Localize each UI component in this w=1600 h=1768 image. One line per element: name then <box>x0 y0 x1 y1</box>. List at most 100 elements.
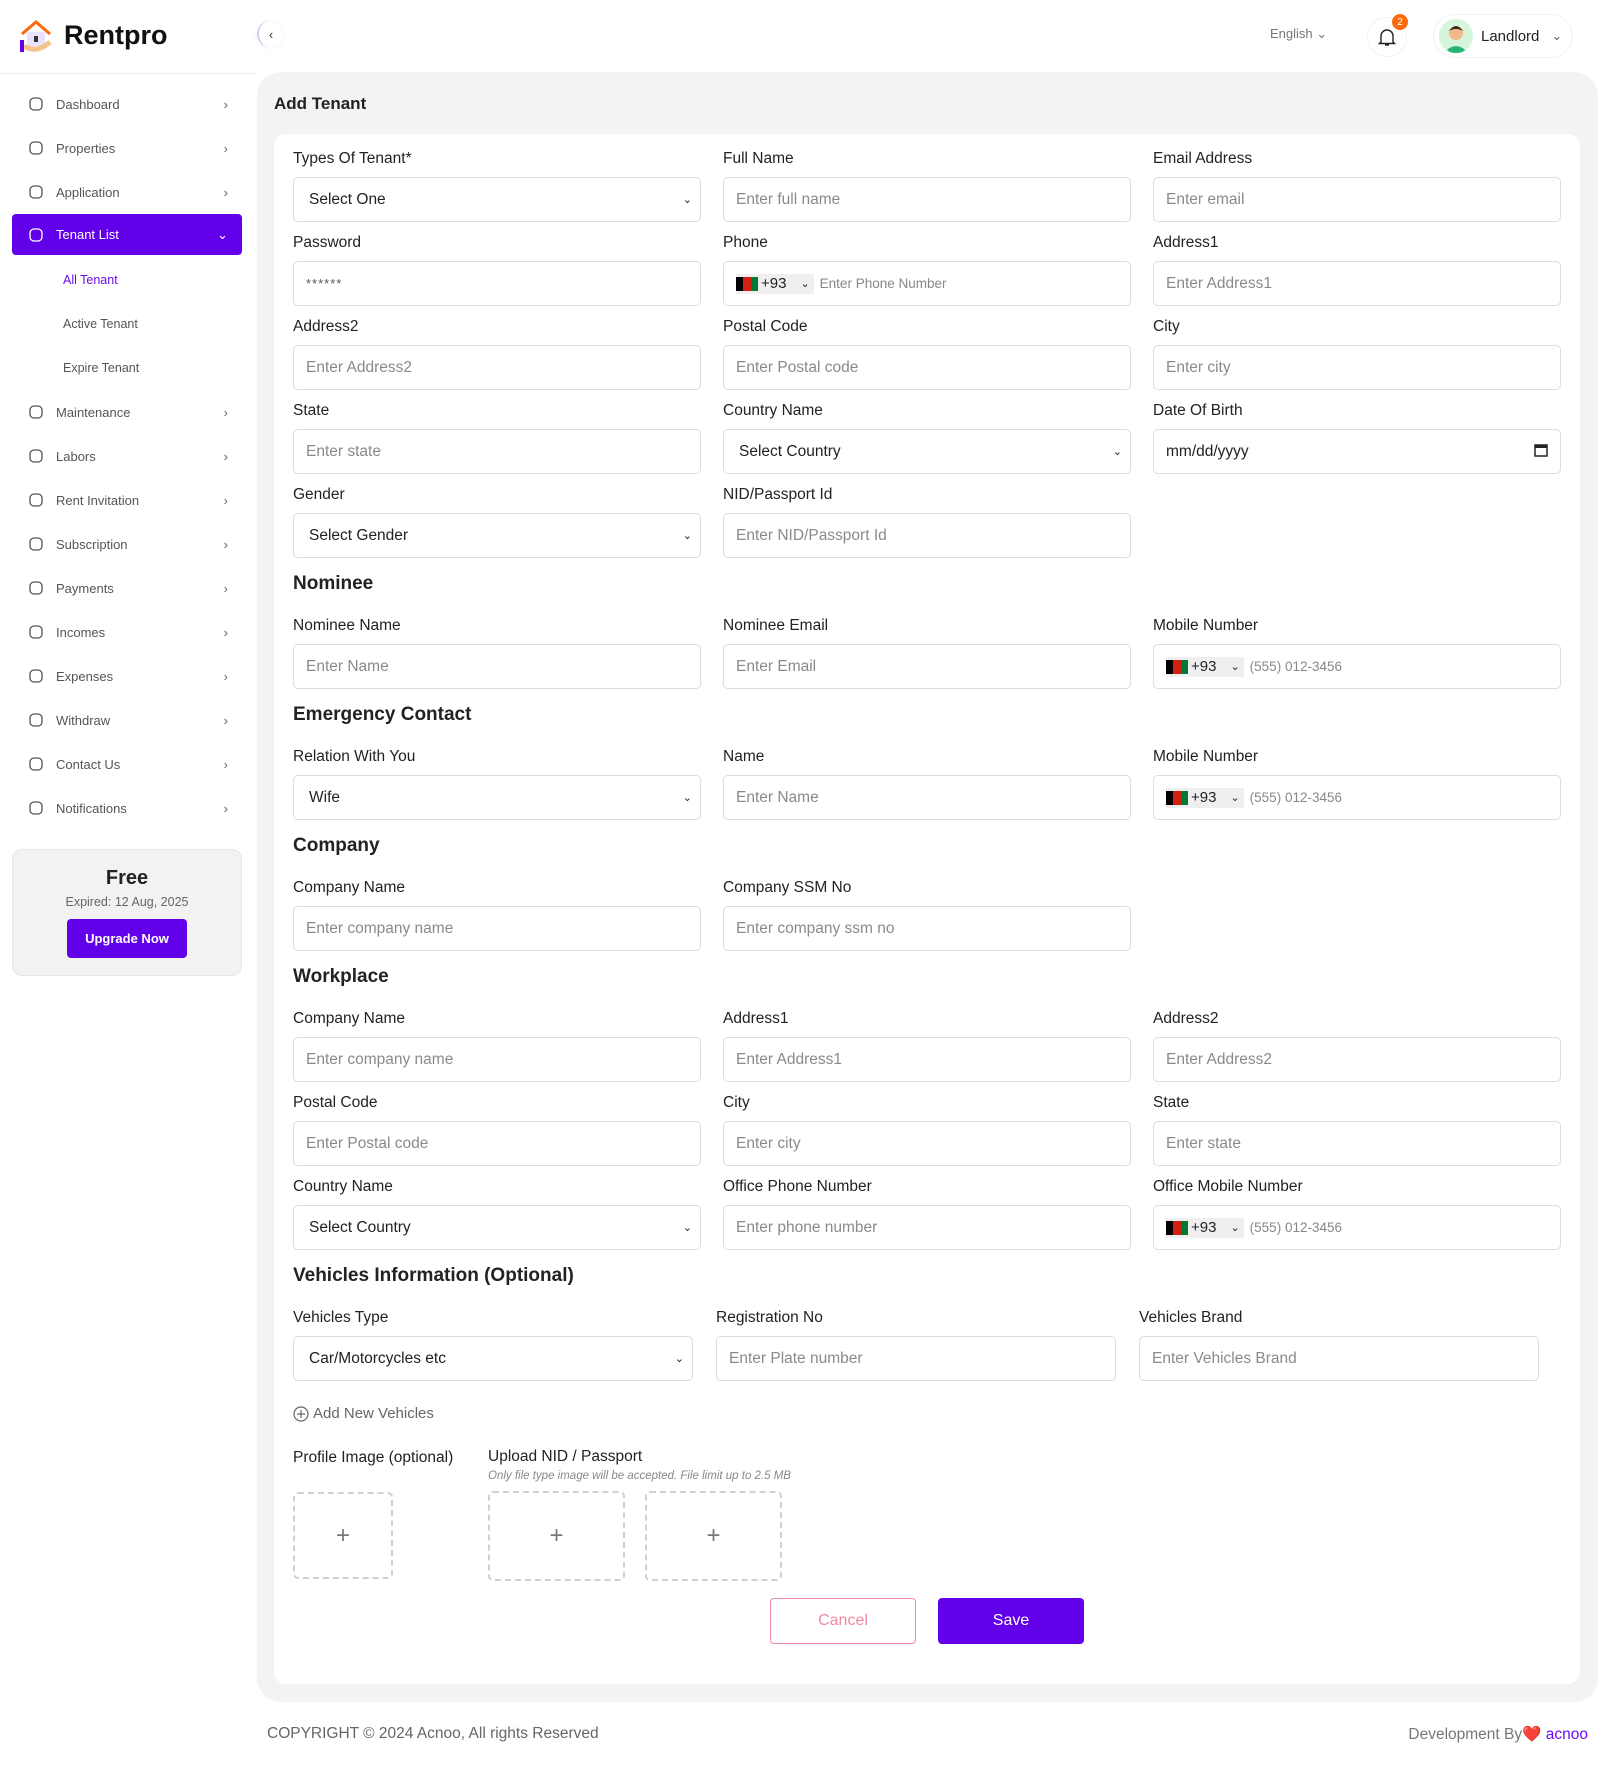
language-label: English <box>1270 26 1313 41</box>
sidebar-item-dashboard[interactable]: Dashboard › <box>12 82 242 126</box>
chevron-right-icon: › <box>223 580 228 596</box>
gender-select[interactable]: Select Gender ⌄ <box>293 513 701 558</box>
selected-value: Select One <box>309 190 386 208</box>
acnoo-link[interactable]: acnoo <box>1545 1726 1588 1743</box>
nominee-name-input[interactable]: Enter Name <box>293 644 701 689</box>
date-value: mm/dd/yyyy <box>1166 442 1249 460</box>
mobile-number-input[interactable]: +93 ⌄ (555) 012-3456 <box>1153 775 1561 820</box>
nominee-name-label: Nominee Name <box>293 617 401 634</box>
add-new-vehicles-label: Add New Vehicles <box>313 1405 434 1422</box>
country-code-select[interactable]: +93 ⌄ <box>736 273 814 294</box>
sidebar-item-labors[interactable]: Labors › <box>12 434 242 478</box>
add-new-vehicles-button[interactable]: Add New Vehicles <box>293 1403 1562 1425</box>
date-of-birth-label: Date Of Birth <box>1153 402 1243 419</box>
nid-back-upload[interactable]: + <box>645 1491 782 1581</box>
sidebar-item-rent-invitation[interactable]: Rent Invitation › <box>12 478 242 522</box>
sidebar-item-label: Expenses <box>56 668 114 684</box>
user-menu[interactable]: Landlord ⌄ <box>1433 14 1573 58</box>
company-ssm-no-input[interactable]: Enter company ssm no <box>723 906 1131 951</box>
state-input[interactable]: Enter state <box>293 429 701 474</box>
relation-with-you-select[interactable]: Wife ⌄ <box>293 775 701 820</box>
sidebar-item-subscription[interactable]: Subscription › <box>12 522 242 566</box>
logo[interactable]: Rentpro <box>18 18 168 52</box>
office-mobile-number-input[interactable]: +93 ⌄ (555) 012-3456 <box>1153 1205 1561 1250</box>
office-mobile-number-label: Office Mobile Number <box>1153 1178 1303 1195</box>
sidebar-item-properties[interactable]: Properties › <box>12 126 242 170</box>
country-name-select[interactable]: Select Country ⌄ <box>723 429 1131 474</box>
office-phone-number-input[interactable]: Enter phone number <box>723 1205 1131 1250</box>
sidebar-item-notifications[interactable]: Notifications › <box>12 786 242 830</box>
mobile-number-input[interactable]: +93 ⌄ (555) 012-3456 <box>1153 644 1561 689</box>
upgrade-now-button[interactable]: Upgrade Now <box>67 919 187 958</box>
email-address-label: Email Address <box>1153 150 1253 167</box>
sidebar-item-application[interactable]: Application › <box>12 170 242 214</box>
postal-code-input[interactable]: Enter Postal code <box>293 1121 701 1166</box>
plus-circle-icon <box>293 1406 309 1422</box>
form-grid: Vehicles Type Car/Motorcycles etc ⌄ Registr… <box>293 1307 1562 1381</box>
save-button[interactable]: Save <box>938 1598 1084 1644</box>
vehicles-type-select[interactable]: Car/Motorcycles etc ⌄ <box>293 1336 693 1381</box>
date-of-birth-input[interactable]: mm/dd/yyyy <box>1153 429 1561 474</box>
language-selector[interactable]: English ⌄ <box>1270 26 1327 42</box>
section-heading-nominee: Nominee <box>293 573 374 594</box>
nid-passport-id-input[interactable]: Enter NID/Passport Id <box>723 513 1131 558</box>
cancel-button[interactable]: Cancel <box>770 1598 916 1644</box>
city-input[interactable]: Enter city <box>723 1121 1131 1166</box>
phone-input[interactable]: +93 ⌄ Enter Phone Number <box>723 261 1131 306</box>
state-input[interactable]: Enter state <box>1153 1121 1561 1166</box>
sidebar-item-expenses[interactable]: Expenses › <box>12 654 242 698</box>
section-heading-workplace: Workplace <box>293 966 389 987</box>
address2-input[interactable]: Enter Address2 <box>1153 1037 1561 1082</box>
form-grid: Company Name Enter company name Company SS… <box>293 877 1562 951</box>
selected-value: Wife <box>309 788 340 806</box>
country-code-select[interactable]: +93 ⌄ <box>1166 787 1244 808</box>
sidebar-item-label: Properties <box>56 140 116 156</box>
notification-badge: 2 <box>1392 14 1408 30</box>
state-label: State <box>1153 1094 1190 1111</box>
nominee-email-input[interactable]: Enter Email <box>723 644 1131 689</box>
registration-no-input[interactable]: Enter Plate number <box>716 1336 1116 1381</box>
full-name-input[interactable]: Enter full name <box>723 177 1131 222</box>
postal-code-input[interactable]: Enter Postal code <box>723 345 1131 390</box>
sidebar-item-maintenance[interactable]: Maintenance › <box>12 390 242 434</box>
country-code-select[interactable]: +93 ⌄ <box>1166 656 1244 677</box>
notifications-button[interactable] <box>1367 17 1407 57</box>
home-icon <box>28 96 44 112</box>
field-nominee-name: Nominee Name Enter Name <box>293 615 701 689</box>
vehicles-brand-input[interactable]: Enter Vehicles Brand <box>1139 1336 1539 1381</box>
password-label: Password <box>293 234 362 251</box>
profile-image-upload[interactable]: + <box>293 1492 393 1579</box>
email-address-input[interactable]: Enter email <box>1153 177 1561 222</box>
phone-placeholder: (555) 012-3456 <box>1249 790 1342 805</box>
name-input[interactable]: Enter Name <box>723 775 1131 820</box>
developer-credit: Development By❤️ acnoo <box>1408 1725 1588 1744</box>
country-name-select[interactable]: Select Country ⌄ <box>293 1205 701 1250</box>
moneybag-icon <box>28 624 44 640</box>
company-name-input[interactable]: Enter company name <box>293 1037 701 1082</box>
company-name-input[interactable]: Enter company name <box>293 906 701 951</box>
sidebar-item-contact-us[interactable]: Contact Us › <box>12 742 242 786</box>
sidebar-subitem-expire-tenant[interactable]: Expire Tenant <box>63 361 140 375</box>
sidebar-item-withdraw[interactable]: Withdraw › <box>12 698 242 742</box>
field-vehicles-type: Vehicles Type Car/Motorcycles etc ⌄ <box>293 1307 693 1381</box>
address1-input[interactable]: Enter Address1 <box>723 1037 1131 1082</box>
sidebar-subitem-all-tenant[interactable]: All Tenant <box>63 273 118 287</box>
sidebar-item-tenant-list[interactable]: Tenant List ⌄ <box>12 214 242 255</box>
city-input[interactable]: Enter city <box>1153 345 1561 390</box>
sidebar-item-payments[interactable]: Payments › <box>12 566 242 610</box>
country-code-select[interactable]: +93 ⌄ <box>1166 1217 1244 1238</box>
building-icon <box>28 140 44 156</box>
collapse-sidebar-button[interactable]: ‹ <box>257 21 283 47</box>
password-input[interactable]: ****** <box>293 261 701 306</box>
address2-input[interactable]: Enter Address2 <box>293 345 701 390</box>
address1-input[interactable]: Enter Address1 <box>1153 261 1561 306</box>
chevron-down-icon: ⌄ <box>1230 792 1240 804</box>
nid-front-upload[interactable]: + <box>488 1491 625 1581</box>
field-full-name: Full Name Enter full name <box>723 148 1131 222</box>
chevron-down-icon: ⌄ <box>674 1353 684 1365</box>
sidebar-item-incomes[interactable]: Incomes › <box>12 610 242 654</box>
calendar-icon[interactable] <box>1534 443 1548 460</box>
chevron-down-icon: ⌄ <box>1230 1222 1240 1234</box>
types-of-tenant-select[interactable]: Select One ⌄ <box>293 177 701 222</box>
sidebar-subitem-active-tenant[interactable]: Active Tenant <box>63 317 138 331</box>
